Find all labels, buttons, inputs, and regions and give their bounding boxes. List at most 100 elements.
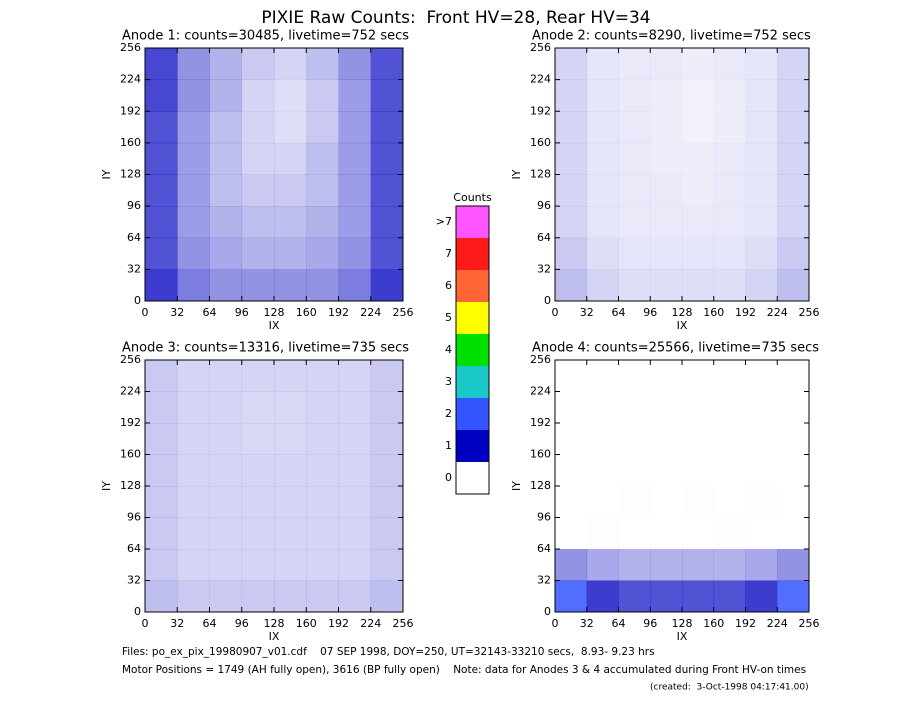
count-cell (274, 269, 307, 302)
y-tick-label: 96 (127, 511, 141, 524)
count-cell (713, 79, 746, 112)
count-cell (746, 455, 778, 487)
x-tick-label: 96 (643, 306, 657, 319)
y-tick-label: 224 (120, 385, 141, 398)
y-tick-label: 192 (530, 104, 551, 117)
x-tick-label: 256 (799, 617, 820, 630)
colorbar-frame (455, 205, 490, 495)
y-tick-label: 192 (530, 416, 551, 429)
count-cell (555, 111, 588, 144)
count-cell (619, 392, 651, 424)
y-axis-label: IY (510, 481, 523, 491)
count-cell (274, 79, 307, 112)
colorbar-label: >7 (436, 215, 452, 228)
x-tick-label: 128 (264, 306, 285, 319)
count-cell (746, 518, 778, 550)
y-tick-label: 160 (120, 136, 141, 149)
count-cell (177, 111, 210, 144)
count-cell (370, 206, 404, 239)
count-cell (306, 48, 339, 80)
y-tick-label: 64 (127, 542, 141, 555)
count-cell (777, 48, 810, 80)
count-cell (555, 48, 588, 80)
count-cell (682, 142, 715, 175)
y-tick-label: 96 (537, 511, 551, 524)
count-cell (777, 486, 809, 518)
count-cell (777, 142, 810, 175)
count-cell (338, 111, 372, 144)
x-tick-label: 0 (552, 306, 559, 319)
count-cell (145, 549, 178, 581)
count-cell (306, 237, 339, 270)
count-cell (745, 206, 778, 239)
x-tick-label: 128 (264, 617, 285, 630)
count-cell (713, 48, 746, 80)
colorbar-label: 5 (445, 311, 452, 324)
count-cell (618, 48, 651, 80)
count-cell (586, 206, 619, 239)
count-cell (555, 237, 588, 270)
count-cell (587, 486, 619, 518)
count-cell (586, 580, 619, 613)
count-cell (274, 454, 307, 487)
x-axis-label: IX (269, 319, 280, 332)
y-tick-label: 64 (537, 231, 551, 244)
count-cell (338, 48, 372, 80)
count-cell (274, 580, 307, 613)
count-cell (370, 111, 404, 144)
colorbar-swatch (456, 430, 489, 462)
count-cell (555, 392, 587, 424)
count-cell (145, 360, 178, 392)
count-cell (145, 269, 178, 302)
count-cell (177, 517, 210, 550)
count-cell (306, 111, 339, 144)
count-cell (713, 269, 746, 302)
count-cell (306, 79, 339, 112)
x-axis-label: IX (677, 319, 688, 332)
count-cell (682, 237, 715, 270)
count-cell (714, 455, 746, 487)
count-cell (650, 142, 683, 175)
y-tick-label: 224 (120, 73, 141, 86)
count-cell (209, 391, 243, 424)
count-cell (209, 237, 243, 270)
count-cell (370, 391, 404, 424)
x-tick-label: 256 (393, 617, 414, 630)
count-cell (713, 549, 746, 581)
count-cell (306, 486, 339, 518)
count-cell (555, 269, 588, 302)
footer-created: (created: 3-Oct-1998 04:17:41.00) (650, 683, 809, 693)
count-cell (650, 48, 683, 80)
count-cell (241, 517, 275, 550)
count-cell (555, 518, 587, 550)
count-cell (777, 79, 810, 112)
count-cell (370, 79, 404, 112)
count-cell (338, 486, 372, 518)
count-cell (713, 174, 746, 207)
count-cell (745, 549, 778, 581)
count-cell (338, 454, 372, 487)
count-cell (274, 486, 307, 518)
count-cell (555, 580, 588, 613)
y-tick-label: 160 (530, 136, 551, 149)
count-cell (682, 580, 715, 613)
count-cell (338, 142, 372, 175)
count-cell (145, 174, 178, 207)
count-cell (145, 580, 178, 613)
count-cell (586, 48, 619, 80)
count-cell (209, 142, 243, 175)
count-cell (370, 237, 404, 270)
count-cell (555, 360, 587, 392)
count-cell (209, 174, 243, 207)
count-cell (241, 237, 275, 270)
count-cell (306, 269, 339, 302)
count-cell (650, 549, 683, 581)
count-cell (619, 423, 651, 455)
count-cell (618, 549, 651, 581)
count-cell (714, 518, 746, 550)
count-cell (177, 48, 210, 80)
colorbar-label: 3 (445, 375, 452, 388)
colorbar-swatch (456, 270, 489, 302)
count-cell (777, 237, 810, 270)
